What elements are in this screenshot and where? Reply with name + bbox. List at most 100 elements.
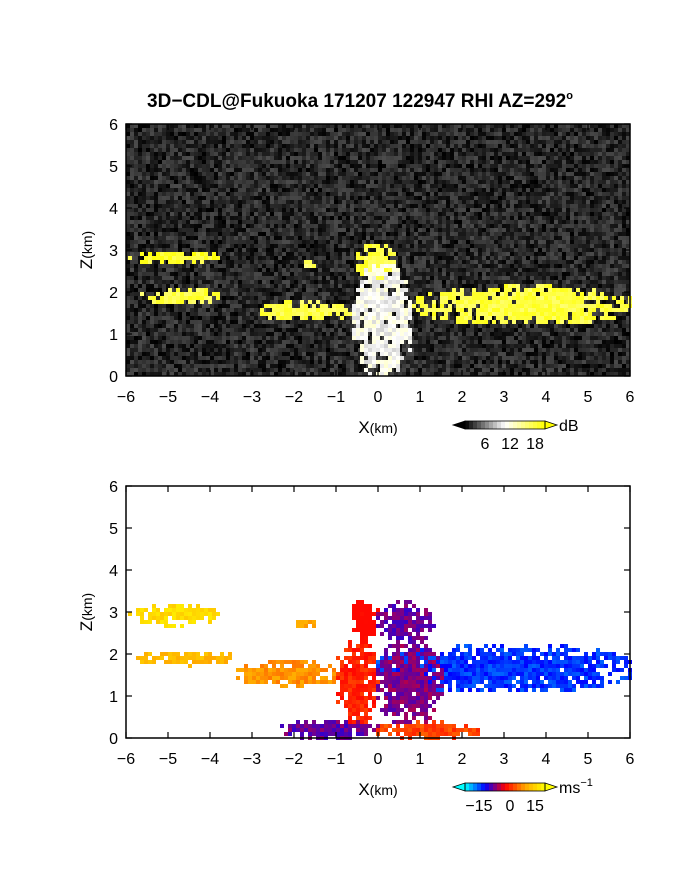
noise-cell (294, 248, 298, 252)
noise-cell (174, 156, 178, 160)
noise-cell (306, 124, 310, 128)
noise-cell (230, 228, 234, 232)
noise-cell (478, 256, 482, 260)
noise-cell (330, 272, 334, 276)
noise-cell (318, 252, 322, 256)
noise-cell (346, 176, 350, 180)
noise-cell (570, 156, 574, 160)
noise-cell (218, 172, 222, 176)
noise-cell (182, 176, 186, 180)
noise-cell (182, 156, 186, 160)
noise-cell (166, 236, 170, 240)
noise-cell (550, 160, 554, 164)
noise-cell (406, 276, 410, 280)
noise-cell (162, 128, 166, 132)
noise-cell (538, 164, 542, 168)
noise-cell (186, 220, 190, 224)
noise-cell (134, 176, 138, 180)
noise-cell (298, 280, 302, 284)
noise-cell (378, 192, 382, 196)
noise-cell (606, 272, 610, 276)
noise-cell (202, 152, 206, 156)
noise-cell (594, 124, 598, 128)
noise-cell (626, 148, 630, 152)
noise-cell (574, 192, 578, 196)
noise-cell (434, 164, 438, 168)
noise-cell (514, 140, 518, 144)
noise-cell (414, 268, 418, 272)
noise-cell (602, 132, 606, 136)
noise-cell (626, 156, 630, 160)
noise-cell (290, 248, 294, 252)
noise-cell (374, 168, 378, 172)
noise-cell (138, 208, 142, 212)
noise-cell (322, 124, 326, 128)
noise-cell (234, 256, 238, 260)
noise-cell (506, 136, 510, 140)
noise-cell (446, 280, 450, 284)
noise-cell (454, 244, 458, 248)
noise-cell (298, 256, 302, 260)
noise-cell (602, 144, 606, 148)
noise-cell (538, 156, 542, 160)
noise-cell (386, 156, 390, 160)
noise-cell (374, 224, 378, 228)
noise-cell (438, 132, 442, 136)
noise-cell (486, 276, 490, 280)
noise-cell (426, 264, 430, 268)
noise-cell (482, 192, 486, 196)
noise-cell (374, 240, 378, 244)
noise-cell (402, 152, 406, 156)
noise-cell (610, 276, 614, 280)
noise-cell (574, 160, 578, 164)
noise-cell (218, 128, 222, 132)
noise-cell (246, 228, 250, 232)
noise-cell (142, 132, 146, 136)
noise-cell (182, 152, 186, 156)
noise-cell (206, 136, 210, 140)
noise-cell (266, 164, 270, 168)
noise-cell (518, 224, 522, 228)
noise-cell (422, 252, 426, 256)
noise-cell (534, 232, 538, 236)
noise-cell (414, 168, 418, 172)
noise-cell (486, 188, 490, 192)
noise-cell (422, 124, 426, 128)
noise-cell (402, 124, 406, 128)
noise-cell (206, 268, 210, 272)
noise-cell (398, 228, 402, 232)
noise-cell (542, 272, 546, 276)
noise-cell (302, 148, 306, 152)
noise-cell (494, 268, 498, 272)
noise-cell (510, 152, 514, 156)
noise-cell (590, 252, 594, 256)
noise-cell (582, 252, 586, 256)
noise-cell (434, 228, 438, 232)
noise-cell (258, 148, 262, 152)
noise-cell (278, 224, 282, 228)
noise-cell (386, 164, 390, 168)
noise-cell (382, 236, 386, 240)
noise-cell (514, 132, 518, 136)
noise-cell (330, 160, 334, 164)
noise-cell (494, 172, 498, 176)
noise-cell (326, 176, 330, 180)
noise-cell (518, 216, 522, 220)
noise-cell (582, 136, 586, 140)
noise-cell (250, 192, 254, 196)
noise-cell (610, 136, 614, 140)
noise-cell (422, 208, 426, 212)
noise-cell (610, 148, 614, 152)
noise-cell (218, 164, 222, 168)
noise-cell (282, 276, 286, 280)
noise-cell (474, 140, 478, 144)
noise-cell (498, 208, 502, 212)
noise-cell (434, 196, 438, 200)
noise-cell (174, 164, 178, 168)
noise-cell (562, 236, 566, 240)
noise-cell (242, 276, 246, 280)
noise-cell (346, 276, 350, 280)
noise-cell (562, 208, 566, 212)
noise-cell (530, 176, 534, 180)
noise-cell (290, 160, 294, 164)
